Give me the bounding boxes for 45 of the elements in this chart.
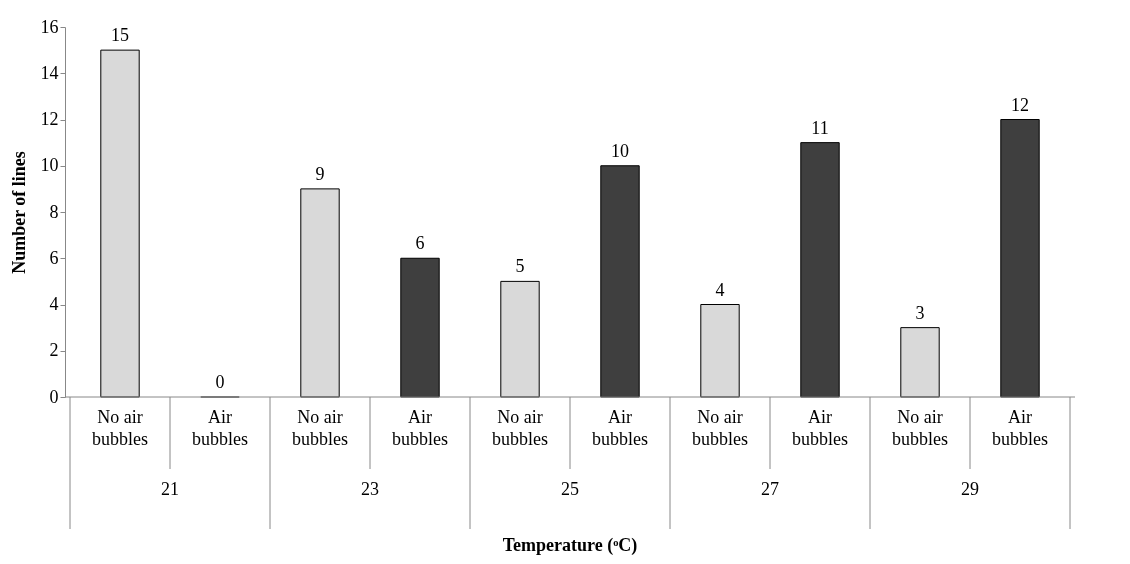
y-tick-label: 4 — [49, 294, 59, 314]
y-tick-label: 8 — [49, 201, 59, 222]
x-axis-title: Temperature (ᵒC) — [502, 535, 638, 556]
y-tick-label: 6 — [49, 247, 59, 268]
x-tick-label: 25 — [561, 479, 579, 499]
y-tick-label: 14 — [40, 62, 59, 83]
x-tick-label: 21 — [161, 479, 179, 499]
data-label: 0 — [215, 372, 225, 392]
bar — [400, 257, 440, 398]
bar — [500, 280, 540, 398]
bar — [700, 304, 740, 398]
text: No air bubbles — [892, 407, 948, 449]
y-tick-label: 12 — [40, 109, 59, 129]
text: Air bubbles — [792, 407, 848, 449]
text: Air bubbles — [392, 407, 448, 449]
y-tick-label: 16 — [40, 16, 59, 37]
bar — [300, 188, 340, 398]
series-label: Air bubbles — [592, 407, 648, 449]
data-label: 4 — [715, 279, 725, 300]
data-label: 11 — [811, 117, 829, 138]
bar — [900, 327, 940, 398]
text: No air bubbles — [92, 407, 148, 449]
y-axis-title: Number of lines — [8, 151, 29, 274]
data-label: 3 — [915, 302, 925, 323]
bar — [100, 49, 140, 398]
series-label: No air bubbles — [492, 407, 548, 449]
data-label: 9 — [315, 163, 325, 184]
text: No air bubbles — [292, 407, 348, 449]
data-label: 15 — [111, 25, 129, 46]
x-tick-label: 29 — [961, 479, 979, 499]
bar — [800, 142, 840, 398]
text: Air bubbles — [192, 407, 248, 449]
x-tick-label: 23 — [361, 479, 379, 499]
y-tick-label: 0 — [49, 386, 59, 407]
bar — [1000, 119, 1040, 398]
data-label: 6 — [415, 233, 425, 254]
bar — [600, 165, 640, 398]
y-tick-label: 2 — [49, 340, 59, 361]
data-label: 5 — [515, 256, 525, 277]
x-tick-label: 27 — [761, 479, 779, 499]
text: No air bubbles — [692, 407, 748, 449]
data-label: 10 — [611, 140, 629, 161]
text: Air bubbles — [992, 407, 1048, 449]
y-tick-label: 10 — [40, 155, 59, 176]
data-label: 12 — [1011, 94, 1029, 115]
